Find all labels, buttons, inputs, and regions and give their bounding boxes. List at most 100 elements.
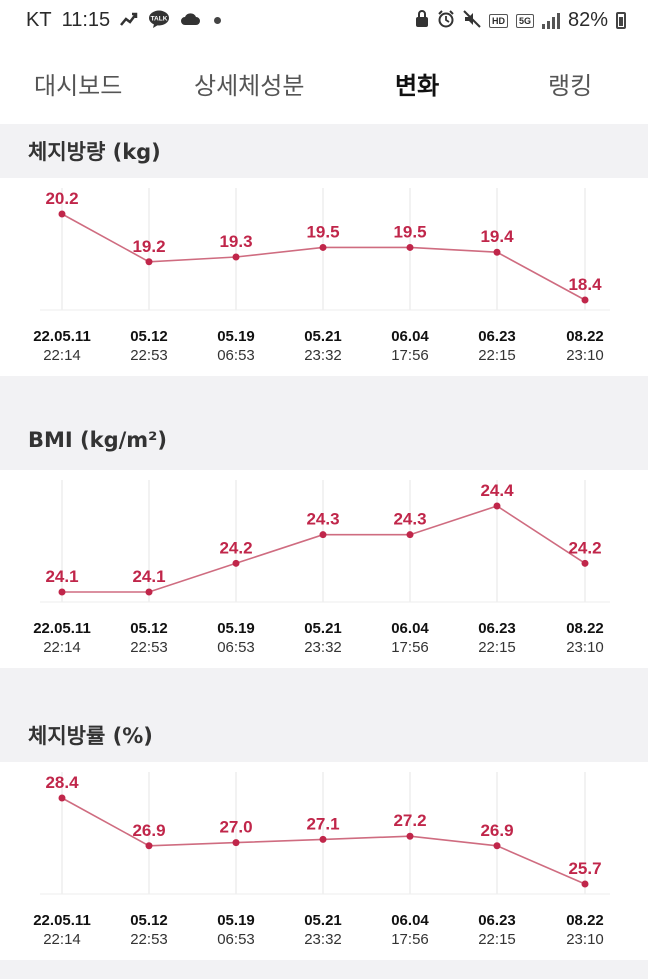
data-label: 24.1 [132, 567, 165, 586]
data-point [493, 248, 501, 256]
chart-card-bmi: 24.1 24.1 24.2 24.3 24.3 24.4 24.2 22.05.11 22:1… [0, 470, 648, 668]
data-label: 24.3 [393, 510, 426, 529]
x-tick-date: 06.23 [478, 912, 516, 929]
data-point [406, 243, 414, 251]
battery-icon [616, 12, 626, 29]
mute-icon [463, 9, 481, 32]
x-tick-time: 17:56 [391, 639, 429, 656]
data-point [581, 559, 589, 567]
data-point [232, 253, 240, 261]
x-tick-date: 05.19 [217, 620, 255, 637]
data-point [145, 258, 153, 266]
section-title-bmi: BMI (kg/m²) [28, 428, 167, 452]
notification-dot-icon [214, 17, 222, 24]
data-label: 19.2 [132, 237, 165, 256]
x-tick-time: 22:14 [43, 347, 81, 364]
data-point [58, 794, 66, 802]
data-label: 24.2 [568, 538, 601, 557]
tab-dashboard[interactable]: 대시보드 [34, 72, 123, 100]
x-tick-time: 23:32 [304, 931, 342, 948]
chart-card-body-fat-mass: 20.2 19.2 19.3 19.5 19.5 19.4 18.4 22.05.11 22:1… [0, 178, 648, 376]
x-tick-time: 22:14 [43, 639, 81, 656]
data-point [493, 502, 501, 510]
data-label: 24.2 [219, 538, 252, 557]
tab-ranking[interactable]: 랭킹 [548, 72, 593, 100]
x-tick-time: 22:53 [130, 931, 168, 948]
x-tick-time: 22:15 [478, 931, 516, 948]
x-tick-time: 22:14 [43, 931, 81, 948]
body-fat-percentage-chart: 28.4 26.9 27.0 27.1 27.2 26.9 25.7 22.05.11 22:1… [33, 772, 610, 948]
x-tick-time: 23:32 [304, 639, 342, 656]
data-label: 24.4 [480, 481, 514, 500]
x-tick-date: 06.04 [391, 620, 429, 637]
signal-strength-icon [541, 12, 560, 29]
x-tick-date: 05.21 [304, 620, 342, 637]
x-tick-date: 05.12 [130, 912, 168, 929]
data-point [319, 531, 327, 539]
x-tick-date: 08.22 [566, 620, 604, 637]
body-fat-mass-chart: 20.2 19.2 19.3 19.5 19.5 19.4 18.4 22.05.11 22:1… [33, 188, 610, 364]
tab-changes[interactable]: 변화 [395, 72, 440, 100]
data-label: 26.9 [480, 821, 513, 840]
data-label: 19.5 [393, 222, 426, 241]
bmi-chart: 24.1 24.1 24.2 24.3 24.3 24.4 24.2 22.05.11 22:1… [33, 480, 610, 656]
data-label: 19.5 [306, 222, 339, 241]
app-header: KT 11:15 TALK HD 5G [0, 0, 648, 124]
x-tick-time: 06:53 [217, 347, 255, 364]
tab-bar: 대시보드 상세체성분 변화 랭킹 [0, 44, 648, 124]
x-tick-date: 05.21 [304, 912, 342, 929]
x-tick-time: 22:15 [478, 639, 516, 656]
x-tick-date: 22.05.11 [33, 912, 91, 929]
network-5g-badge: 5G [515, 13, 534, 28]
x-tick-date: 22.05.11 [33, 328, 91, 345]
data-label: 28.4 [45, 773, 79, 792]
data-point [58, 588, 66, 596]
cloud-icon [180, 12, 201, 30]
data-point [406, 832, 414, 840]
x-tick-time: 22:53 [130, 347, 168, 364]
data-point [581, 880, 589, 888]
x-tick-date: 05.12 [130, 328, 168, 345]
talk-badge-text: TALK [151, 15, 168, 22]
x-tick-date: 05.21 [304, 328, 342, 345]
x-tick-date: 06.04 [391, 912, 429, 929]
x-tick-date: 08.22 [566, 328, 604, 345]
data-label: 25.7 [568, 859, 601, 878]
x-tick-date: 05.19 [217, 328, 255, 345]
x-tick-time: 23:10 [566, 347, 604, 364]
data-label: 18.4 [568, 275, 602, 294]
x-tick-time: 23:10 [566, 931, 604, 948]
data-point [493, 842, 501, 850]
data-point [581, 296, 589, 304]
data-label: 27.1 [306, 814, 339, 833]
x-tick-date: 06.04 [391, 328, 429, 345]
battery-percent: 82% [567, 9, 608, 31]
x-tick-time: 23:10 [566, 639, 604, 656]
tab-detailed-body-composition[interactable]: 상세체성분 [194, 72, 305, 100]
data-point [406, 531, 414, 539]
data-label: 24.1 [45, 567, 78, 586]
x-tick-time: 06:53 [217, 931, 255, 948]
x-tick-date: 05.19 [217, 912, 255, 929]
lock-screen-icon [415, 9, 429, 32]
data-label: 24.3 [306, 510, 339, 529]
x-tick-time: 17:56 [391, 931, 429, 948]
x-tick-date: 06.23 [478, 620, 516, 637]
x-tick-time: 17:56 [391, 347, 429, 364]
data-point [58, 210, 66, 218]
x-tick-time: 22:15 [478, 347, 516, 364]
x-tick-time: 23:32 [304, 347, 342, 364]
status-bar: KT 11:15 TALK HD 5G [0, 0, 648, 44]
data-point [319, 243, 327, 251]
data-point [145, 842, 153, 850]
hd-voice-badge: HD [488, 13, 508, 28]
carrier-label: KT [26, 9, 52, 31]
data-label: 19.4 [480, 227, 514, 246]
kakaotalk-icon: TALK [148, 10, 170, 32]
data-label: 19.3 [219, 232, 252, 251]
x-tick-time: 06:53 [217, 639, 255, 656]
alarm-icon [437, 9, 455, 32]
x-tick-date: 08.22 [566, 912, 604, 929]
chart-card-body-fat-percentage: 28.4 26.9 27.0 27.1 27.2 26.9 25.7 22.05.11 22:1… [0, 762, 648, 960]
clock: 11:15 [61, 9, 111, 31]
